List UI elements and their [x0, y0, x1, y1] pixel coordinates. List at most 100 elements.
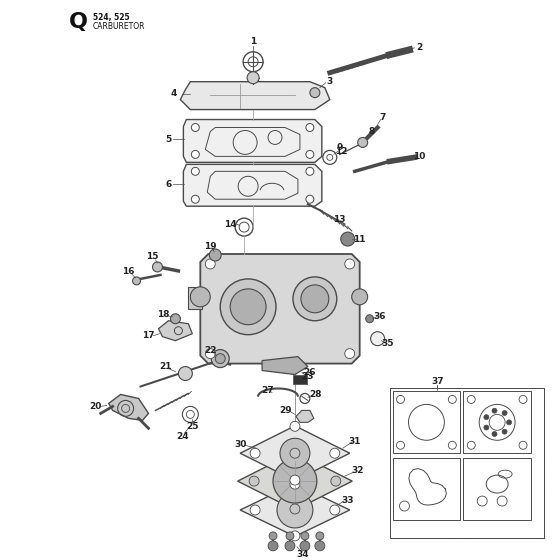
Circle shape [179, 367, 192, 380]
Circle shape [286, 532, 294, 540]
Polygon shape [240, 426, 350, 480]
Circle shape [306, 167, 314, 175]
Text: 19: 19 [204, 241, 217, 250]
Text: 18: 18 [157, 310, 170, 319]
Text: 524, 525: 524, 525 [93, 13, 129, 22]
Text: 12: 12 [335, 147, 348, 156]
Circle shape [249, 476, 259, 486]
Circle shape [190, 287, 210, 307]
Circle shape [152, 262, 162, 272]
Circle shape [371, 332, 385, 346]
Circle shape [310, 88, 320, 97]
Circle shape [290, 421, 300, 431]
Circle shape [306, 151, 314, 158]
Circle shape [192, 151, 199, 158]
Polygon shape [237, 452, 352, 510]
Text: Q: Q [69, 12, 88, 32]
Text: 26: 26 [304, 368, 316, 377]
Circle shape [206, 259, 215, 269]
Polygon shape [200, 254, 360, 363]
Circle shape [492, 432, 497, 436]
Text: 22: 22 [204, 346, 217, 355]
Circle shape [315, 541, 325, 551]
Circle shape [170, 314, 180, 324]
Circle shape [273, 459, 317, 503]
Text: 31: 31 [348, 437, 361, 446]
Text: 30: 30 [234, 440, 246, 449]
Text: 37: 37 [431, 377, 444, 386]
Circle shape [215, 353, 225, 363]
Circle shape [507, 420, 512, 425]
Polygon shape [262, 357, 308, 375]
Circle shape [290, 504, 300, 514]
Circle shape [277, 492, 313, 528]
Text: 16: 16 [122, 268, 135, 277]
Text: 7: 7 [380, 113, 386, 122]
Text: 4: 4 [170, 89, 176, 98]
Text: 11: 11 [353, 235, 366, 244]
Circle shape [341, 232, 354, 246]
Text: 10: 10 [413, 152, 426, 161]
Circle shape [133, 277, 141, 285]
Circle shape [484, 425, 489, 430]
Text: 3: 3 [326, 77, 333, 86]
Circle shape [290, 475, 300, 485]
Circle shape [306, 195, 314, 203]
Circle shape [192, 195, 199, 203]
Text: 33: 33 [342, 496, 354, 505]
Circle shape [206, 349, 215, 358]
Circle shape [293, 277, 337, 321]
Text: 23: 23 [302, 372, 314, 381]
Bar [390, 389, 544, 538]
Text: 15: 15 [146, 253, 158, 262]
Circle shape [331, 476, 341, 486]
Circle shape [247, 72, 259, 83]
Text: 28: 28 [310, 390, 322, 399]
Text: 17: 17 [142, 331, 155, 340]
Circle shape [290, 479, 300, 489]
Circle shape [330, 505, 340, 515]
Circle shape [484, 414, 489, 419]
Bar [188, 287, 202, 309]
Bar [463, 391, 531, 453]
Circle shape [250, 505, 260, 515]
Text: 9: 9 [337, 143, 343, 152]
Text: 36: 36 [374, 312, 386, 321]
Text: 13: 13 [334, 214, 346, 223]
Circle shape [268, 541, 278, 551]
Circle shape [209, 249, 221, 261]
Circle shape [301, 532, 309, 540]
Circle shape [301, 285, 329, 313]
Circle shape [358, 137, 368, 147]
Text: 1: 1 [250, 38, 256, 46]
Polygon shape [180, 82, 330, 110]
Circle shape [285, 541, 295, 551]
Circle shape [290, 448, 300, 458]
Circle shape [345, 259, 354, 269]
Circle shape [250, 448, 260, 458]
Polygon shape [109, 394, 148, 421]
Bar [390, 389, 544, 538]
Text: 35: 35 [381, 339, 394, 348]
Circle shape [316, 532, 324, 540]
Polygon shape [240, 484, 350, 536]
Text: 32: 32 [352, 466, 364, 475]
Circle shape [306, 124, 314, 132]
Polygon shape [183, 119, 322, 162]
Circle shape [330, 448, 340, 458]
Text: 29: 29 [279, 406, 292, 415]
Text: 14: 14 [224, 220, 236, 228]
Text: 8: 8 [368, 127, 375, 136]
Circle shape [220, 279, 276, 335]
Bar [463, 458, 531, 520]
Text: 2: 2 [416, 43, 423, 52]
Circle shape [230, 289, 266, 325]
Polygon shape [296, 410, 314, 422]
Bar [393, 458, 460, 520]
Bar [293, 375, 307, 385]
Text: 24: 24 [176, 432, 189, 441]
Circle shape [280, 438, 310, 468]
Text: 5: 5 [165, 135, 171, 144]
Bar [393, 391, 460, 453]
Circle shape [352, 289, 368, 305]
